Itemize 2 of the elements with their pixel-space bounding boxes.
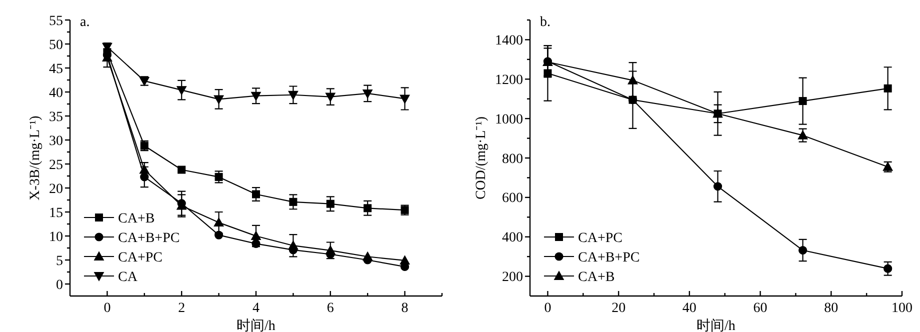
annotation: a. [80,15,90,30]
annotation: b. [540,15,550,30]
